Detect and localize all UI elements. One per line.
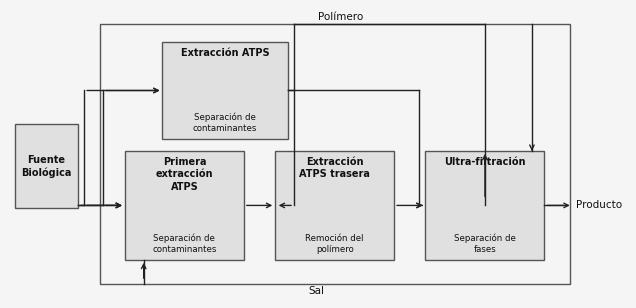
Bar [162,42,287,139]
Text: Remoción del
polímero: Remoción del polímero [305,234,364,254]
Text: Extracción
ATPS trasera: Extracción ATPS trasera [299,157,370,180]
Bar [15,124,78,209]
Bar [100,24,569,284]
Text: Polímero: Polímero [318,12,364,22]
Text: Producto: Producto [576,201,622,210]
Text: Fuente
Biológica: Fuente Biológica [22,155,72,178]
Text: Separación de
fases: Separación de fases [454,234,516,254]
Text: Separación de
contaminantes: Separación de contaminantes [193,113,258,133]
Bar [425,151,544,260]
Bar [275,151,394,260]
Text: Extracción ATPS: Extracción ATPS [181,48,270,58]
Text: Ultra-filtración: Ultra-filtración [444,157,526,167]
Text: Primera
extracción
ATPS: Primera extracción ATPS [156,157,213,192]
Text: Separación de
contaminantes: Separación de contaminantes [152,234,217,254]
Text: Sal: Sal [308,286,324,296]
Bar [125,151,244,260]
